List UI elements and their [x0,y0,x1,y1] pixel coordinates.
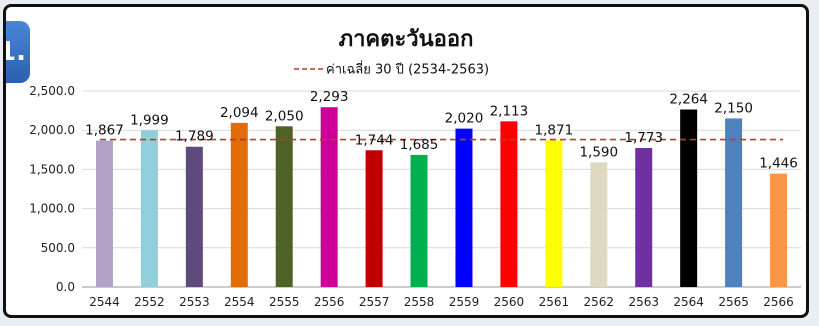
bar-2566 [770,173,788,287]
y-tick-label: 0.0 [56,280,75,294]
x-tick-label: 2561 [539,295,570,309]
x-tick-label: 2556 [314,295,345,309]
data-label-2566: 1,446 [759,156,798,172]
data-label-2564: 2,264 [669,92,708,108]
x-tick-label: 2563 [628,295,659,309]
y-tick-label: 1,500.0 [29,162,75,176]
bar-2553 [185,146,203,287]
x-tick-label: 2562 [584,295,615,309]
data-label-2556: 2,293 [310,89,349,105]
data-label-2554: 2,094 [220,105,259,121]
legend-reference-line-label: ค่าเฉลี่ย 30 ปี (2534-2563) [326,61,489,78]
x-tick-label: 2552 [134,295,165,309]
bar-2563 [635,147,653,287]
bar-2565 [725,118,743,287]
x-tick-label: 2544 [89,295,120,309]
x-tick-label: 2564 [673,295,704,309]
bar-2559 [455,128,473,287]
data-label-2555: 2,050 [265,108,304,124]
y-tick-label: 2,500.0 [29,84,75,98]
chart-frame: 1. ภาคตะวันออก ค่าเฉลี่ย 30 ปี (2534-256… [3,4,809,318]
chart-title: ภาคตะวันออก [339,27,474,52]
x-tick-label: 2566 [763,295,794,309]
x-tick-label: 2555 [269,295,300,309]
x-tick-label: 2553 [179,295,210,309]
data-label-2563: 1,773 [624,130,663,146]
x-tick-label: 2554 [224,295,255,309]
bar-2556 [320,107,338,288]
bar-2557 [365,150,383,287]
bar-2555 [275,126,293,287]
bar-2552 [140,130,158,287]
data-label-2558: 1,685 [400,137,439,153]
y-tick-label: 500.0 [41,241,75,255]
x-tick-label: 2557 [359,295,390,309]
data-label-2562: 1,590 [579,144,618,160]
data-label-2552: 1,999 [130,112,169,128]
data-label-2565: 2,150 [714,100,753,116]
x-tick-label: 2558 [404,295,435,309]
x-tick-label: 2560 [494,295,525,309]
data-label-2560: 2,113 [490,103,529,119]
data-label-2553: 1,789 [175,129,214,145]
x-tick-label: 2565 [718,295,749,309]
bar-2554 [230,122,248,287]
bar-2562 [590,162,608,287]
data-label-2544: 1,867 [85,123,124,139]
bar-2558 [410,154,428,287]
bar-2560 [500,121,518,288]
bar-2561 [545,140,563,287]
data-label-2557: 1,744 [355,132,394,148]
legend: ค่าเฉลี่ย 30 ปี (2534-2563) [294,61,489,78]
y-tick-label: 1,000.0 [29,202,75,216]
corner-tab: 1. [6,21,30,83]
data-label-2559: 2,020 [445,111,484,127]
bar-chart: ภาคตะวันออก ค่าเฉลี่ย 30 ปี (2534-2563) … [29,27,801,309]
x-tick-label: 2559 [449,295,480,309]
y-tick-label: 2,000.0 [29,123,75,137]
bar-2564 [680,109,698,287]
data-label-2561: 1,871 [535,122,574,138]
bar-2544 [95,140,113,287]
